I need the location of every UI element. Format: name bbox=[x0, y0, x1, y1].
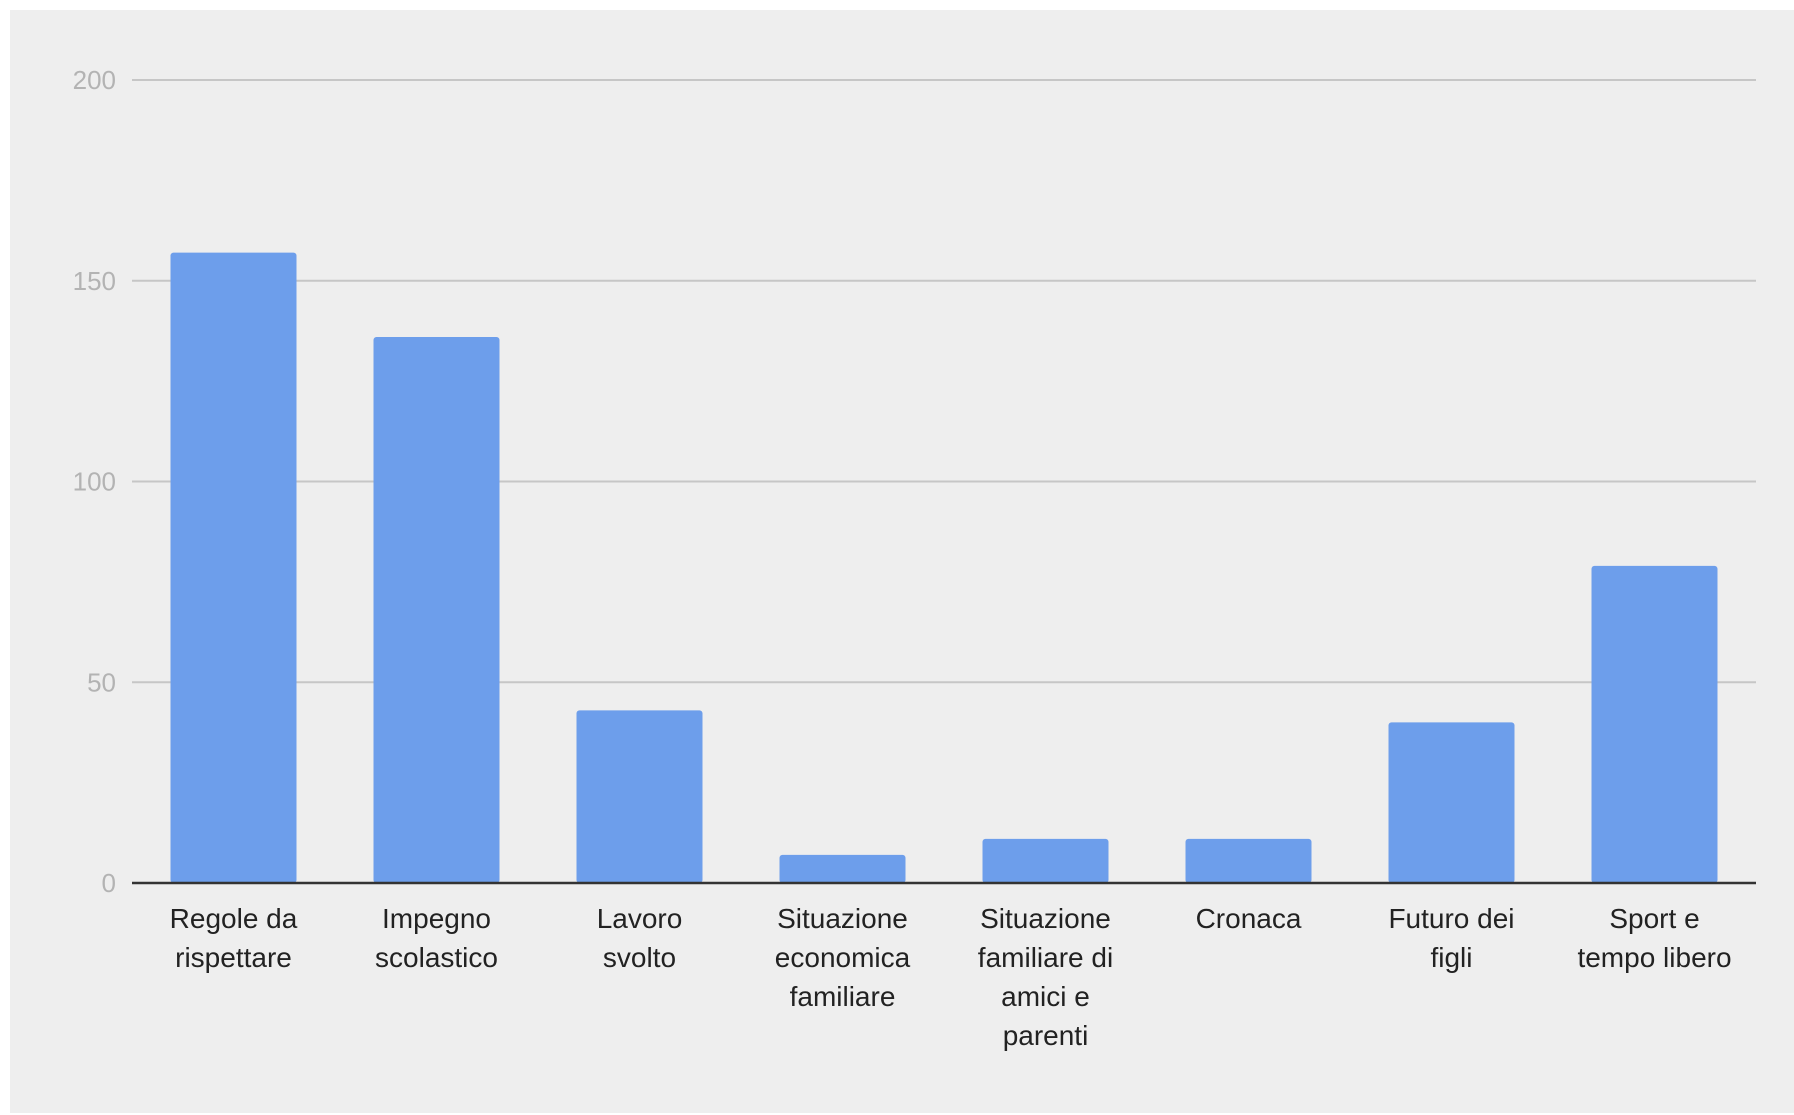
category-label-line: familiare bbox=[790, 981, 896, 1012]
x-axis-labels: Regole da rispettare Impegno scolastico Lavo… bbox=[170, 903, 1732, 1051]
category-label-line: Situazione bbox=[980, 903, 1111, 934]
y-tick-label: 0 bbox=[102, 868, 116, 898]
bars bbox=[170, 252, 1718, 884]
category-label-line: Situazione bbox=[777, 903, 908, 934]
category-label-line: Cronaca bbox=[1196, 903, 1302, 934]
y-tick-label: 50 bbox=[87, 667, 116, 697]
y-axis-ticks: 0 50 100 150 200 bbox=[73, 65, 116, 898]
category-label: Lavoro svolto bbox=[597, 903, 683, 973]
bar bbox=[1591, 565, 1718, 883]
category-label-line: familiare di bbox=[978, 942, 1113, 973]
category-label: Impegno scolastico bbox=[375, 903, 498, 973]
category-label-line: figli bbox=[1430, 942, 1472, 973]
category-label-line: parenti bbox=[1003, 1020, 1089, 1051]
y-tick-label: 200 bbox=[73, 65, 116, 95]
bar bbox=[1388, 722, 1515, 883]
category-label-line: svolto bbox=[603, 942, 676, 973]
category-label-line: scolastico bbox=[375, 942, 498, 973]
category-label: Situazione economica familiare bbox=[775, 903, 911, 1012]
category-label-line: amici e bbox=[1001, 981, 1090, 1012]
category-label-line: Futuro dei bbox=[1388, 903, 1514, 934]
chart-background bbox=[10, 10, 1794, 1113]
category-label: Sport e tempo libero bbox=[1577, 903, 1731, 973]
y-tick-label: 100 bbox=[73, 467, 116, 497]
category-label-line: Regole da bbox=[170, 903, 298, 934]
bar bbox=[1185, 838, 1312, 883]
category-label: Cronaca bbox=[1196, 903, 1302, 934]
category-label: Situazione familiare di amici e parenti bbox=[978, 903, 1113, 1051]
bar bbox=[982, 838, 1109, 883]
category-label-line: rispettare bbox=[175, 942, 292, 973]
category-label-line: tempo libero bbox=[1577, 942, 1731, 973]
y-tick-label: 150 bbox=[73, 266, 116, 296]
bar bbox=[779, 854, 906, 883]
category-label-line: Lavoro bbox=[597, 903, 683, 934]
bar bbox=[373, 336, 500, 884]
category-label: Futuro dei figli bbox=[1388, 903, 1514, 973]
category-label: Regole da rispettare bbox=[170, 903, 298, 973]
category-label-line: Sport e bbox=[1609, 903, 1699, 934]
bar bbox=[170, 252, 297, 883]
category-label-line: Impegno bbox=[382, 903, 491, 934]
category-label-line: economica bbox=[775, 942, 911, 973]
bar bbox=[576, 710, 703, 883]
